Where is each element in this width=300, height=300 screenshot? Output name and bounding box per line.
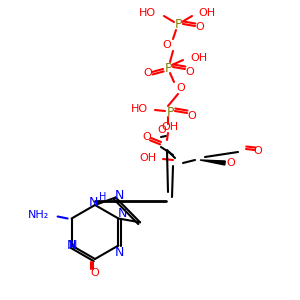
Text: HO: HO [139, 8, 156, 18]
Text: OH: OH [139, 153, 156, 163]
Text: N: N [118, 207, 127, 220]
Text: O: O [158, 125, 166, 135]
Text: OH: OH [161, 122, 178, 132]
Text: O: O [142, 132, 152, 142]
Polygon shape [200, 160, 225, 165]
Text: O: O [163, 40, 171, 50]
Text: N: N [88, 196, 98, 208]
Text: HO: HO [131, 104, 148, 114]
Text: P: P [174, 19, 182, 32]
Text: P: P [166, 106, 174, 118]
Text: OH: OH [190, 53, 207, 63]
Text: O: O [188, 111, 196, 121]
Text: N: N [115, 247, 124, 260]
Text: NH₂: NH₂ [28, 211, 50, 220]
Text: O: O [144, 68, 152, 78]
Text: O: O [196, 22, 204, 32]
Text: N: N [115, 189, 124, 202]
Text: N: N [68, 239, 77, 250]
Text: OH: OH [198, 8, 215, 18]
Text: O: O [226, 158, 236, 168]
Text: O: O [186, 67, 194, 77]
Text: P: P [164, 61, 172, 74]
Text: H: H [99, 192, 107, 202]
Text: O: O [177, 83, 185, 93]
Text: O: O [254, 146, 262, 156]
Text: N: N [67, 239, 76, 252]
Text: O: O [91, 268, 99, 278]
